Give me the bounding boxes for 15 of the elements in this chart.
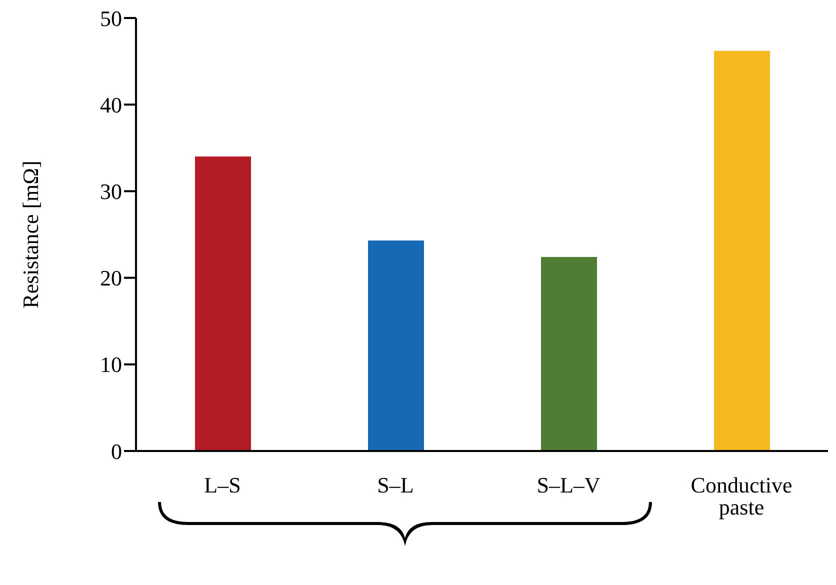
x-tick-label: Conductive paste bbox=[690, 472, 792, 520]
y-tick-label: 40 bbox=[100, 92, 122, 118]
x-tick-label: S–L–V bbox=[536, 472, 600, 498]
x-tick-label: S–L bbox=[377, 472, 414, 498]
y-tick-label: 20 bbox=[100, 266, 122, 291]
y-tick-label: 30 bbox=[100, 179, 122, 204]
bar bbox=[541, 257, 597, 451]
bar bbox=[195, 156, 251, 451]
y-tick-label: 0 bbox=[111, 438, 122, 464]
y-tick-label: 10 bbox=[100, 352, 122, 378]
bar bbox=[714, 50, 770, 451]
x-tick-label: L–S bbox=[204, 472, 241, 498]
bar bbox=[368, 240, 424, 451]
y-tick-label: 50 bbox=[100, 6, 122, 31]
y-axis-title: Resistance [mΩ] bbox=[18, 160, 43, 308]
